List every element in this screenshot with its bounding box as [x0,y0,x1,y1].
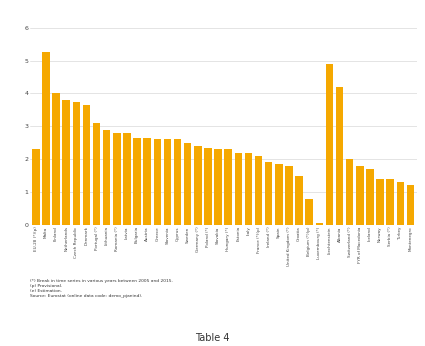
Bar [326,64,333,225]
Bar [73,102,80,225]
Bar [295,176,303,225]
Bar [265,163,272,225]
Bar [336,87,343,225]
Bar [407,185,414,225]
Bar [82,105,90,225]
Bar [174,139,181,225]
Text: Table 4: Table 4 [195,333,230,343]
Bar [275,164,283,225]
Bar [103,130,110,225]
Bar [164,139,171,225]
Bar [376,179,384,225]
Bar [285,166,293,225]
Bar [93,123,100,225]
Bar [184,143,192,225]
Bar [255,156,262,225]
Bar [315,223,323,225]
Bar [42,52,50,225]
Bar [123,133,131,225]
Bar [356,166,364,225]
Bar [245,153,252,225]
Bar [235,153,242,225]
Bar [214,149,222,225]
Bar [153,139,161,225]
Text: (*) Break in time series in various years between 2005 and 2015.
(p) Provisional: (*) Break in time series in various year… [30,279,173,298]
Bar [143,138,151,225]
Bar [366,169,374,225]
Bar [397,182,404,225]
Bar [32,149,40,225]
Bar [306,199,313,225]
Bar [52,93,60,225]
Bar [62,100,70,225]
Bar [133,138,141,225]
Bar [224,149,232,225]
Bar [113,133,121,225]
Bar [204,148,212,225]
Bar [194,146,201,225]
Bar [346,159,354,225]
Bar [386,179,394,225]
